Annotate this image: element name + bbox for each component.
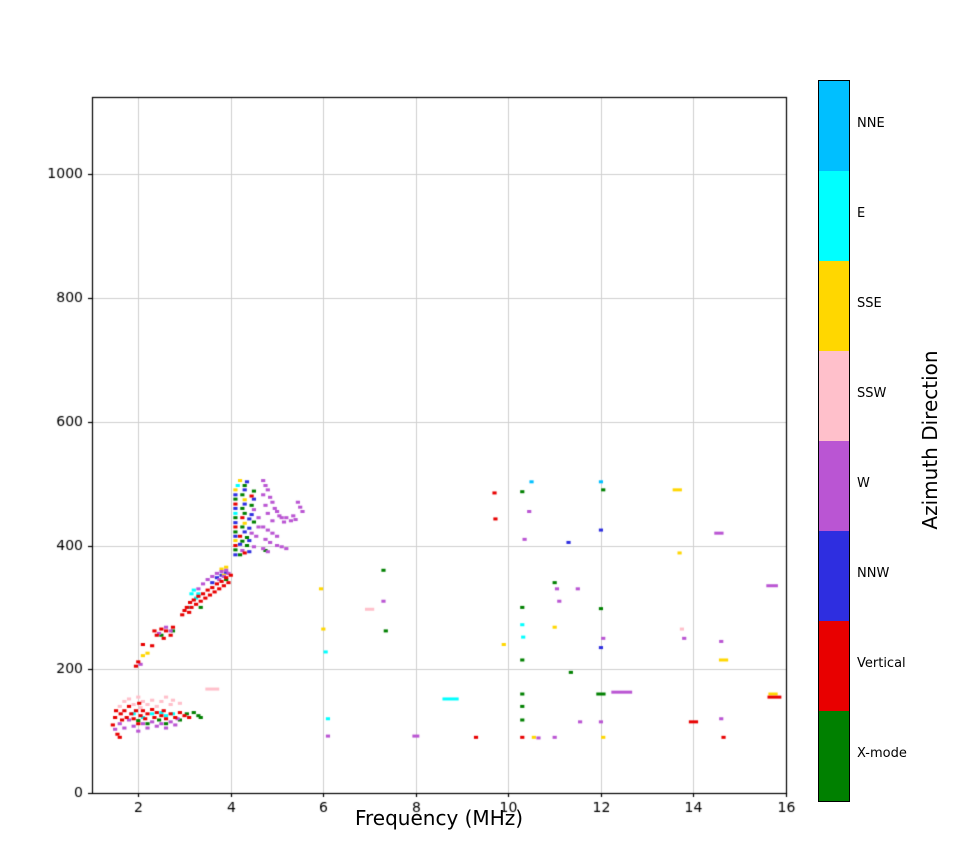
colorbar-segment-E — [819, 171, 849, 261]
colorbar-category-label-W: W — [857, 476, 870, 491]
colorbar-label: Azimuth Direction — [918, 350, 942, 530]
colorbar-category-label-E: E — [857, 206, 866, 221]
colorbar-segment-NNE — [819, 81, 849, 171]
colorbar-category-label-NNW: NNW — [857, 566, 890, 581]
colorbar-category-label-NNE: NNE — [857, 116, 885, 131]
colorbar-category-label-SSW: SSW — [857, 386, 887, 401]
colorbar-segment-Vertical — [819, 621, 849, 711]
colorbar-category-label-Vertical: Vertical — [857, 656, 906, 671]
colorbar-category-label-SSE: SSE — [857, 296, 882, 311]
colorbar-segment-X-mode — [819, 711, 849, 801]
colorbar-segment-SSE — [819, 261, 849, 351]
x-axis-label: Frequency (MHz) — [354, 806, 524, 830]
colorbar-segment-SSW — [819, 351, 849, 441]
colorbar-segment-W — [819, 441, 849, 531]
colorbar-category-label-X-mode: X-mode — [857, 746, 907, 761]
colorbar-segment-NNW — [819, 531, 849, 621]
colorbar — [818, 80, 850, 802]
